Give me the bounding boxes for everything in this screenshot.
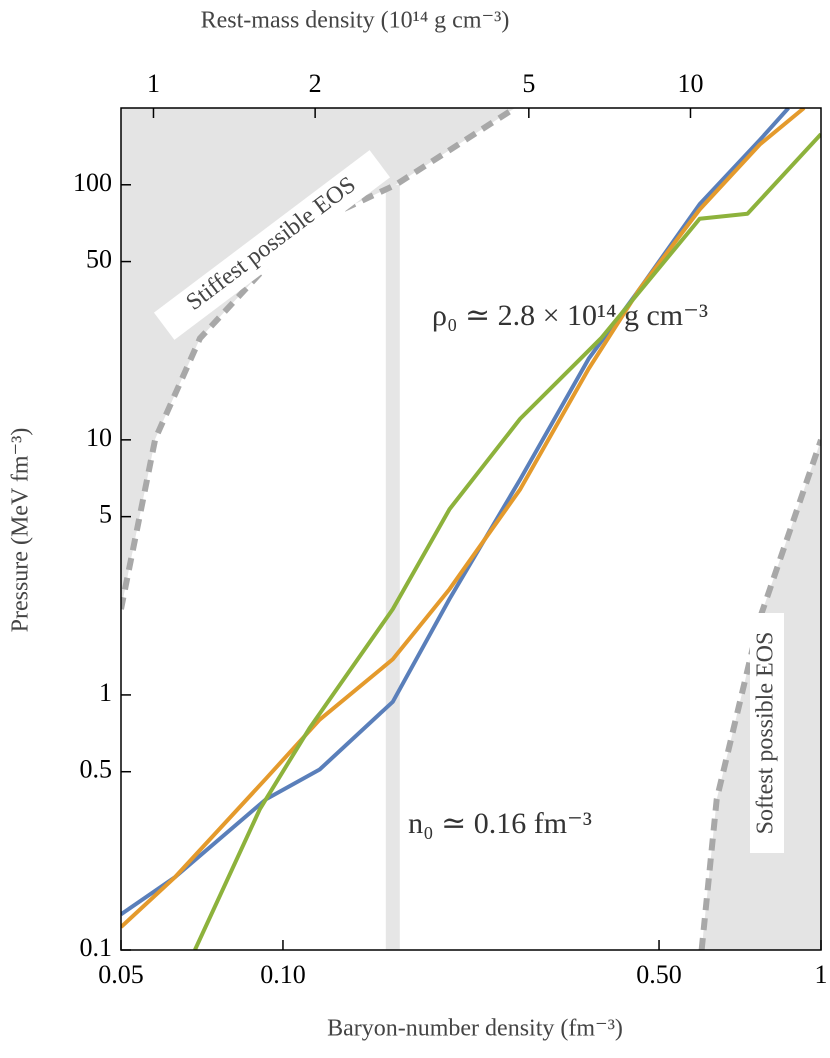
x2-tick-label: 2 (309, 69, 322, 98)
y-tick-label: 1 (99, 678, 112, 707)
y-tick-label: 0.5 (80, 755, 113, 784)
eos-boundary (698, 438, 821, 950)
reference-band (385, 184, 400, 950)
eos-curve (121, 108, 806, 929)
x2-tick-label: 1 (147, 69, 160, 98)
y-tick-label: 50 (86, 245, 112, 274)
x2-tick-label: 10 (677, 69, 703, 98)
x-tick-label: 1 (815, 960, 828, 989)
y-axis-label: Pressure (MeV fm⁻³) (8, 428, 34, 633)
label-box (153, 150, 391, 340)
x-axis-label: Baryon-number density (fm⁻³) (327, 1016, 623, 1042)
eos-boundary (121, 108, 517, 610)
shaded-region (121, 108, 516, 610)
y-tick-label: 5 (99, 500, 112, 529)
x2-axis-label: Rest-mass density (10¹⁴ g cm⁻³) (201, 8, 510, 34)
eos-label-text: Softest possible EOS (753, 632, 779, 835)
annotation: ρ₀ ≃ 2.8 × 10¹⁴ g cm⁻³ (432, 299, 708, 332)
y-tick-label: 0.1 (80, 933, 113, 962)
plot-frame (120, 107, 822, 951)
annotation: n₀ ≃ 0.16 fm⁻³ (408, 807, 592, 840)
x2-tick-label: 5 (522, 69, 535, 98)
y-tick-label: 100 (73, 168, 112, 197)
x-tick-label: 0.10 (260, 960, 306, 989)
y-tick-label: 10 (86, 423, 112, 452)
eos-curve (193, 132, 821, 950)
eos-label: Softest possible EOS (750, 613, 784, 853)
x-tick-label: 0.50 (636, 960, 682, 989)
label-box (750, 613, 784, 853)
x-tick-label: 0.05 (98, 960, 144, 989)
